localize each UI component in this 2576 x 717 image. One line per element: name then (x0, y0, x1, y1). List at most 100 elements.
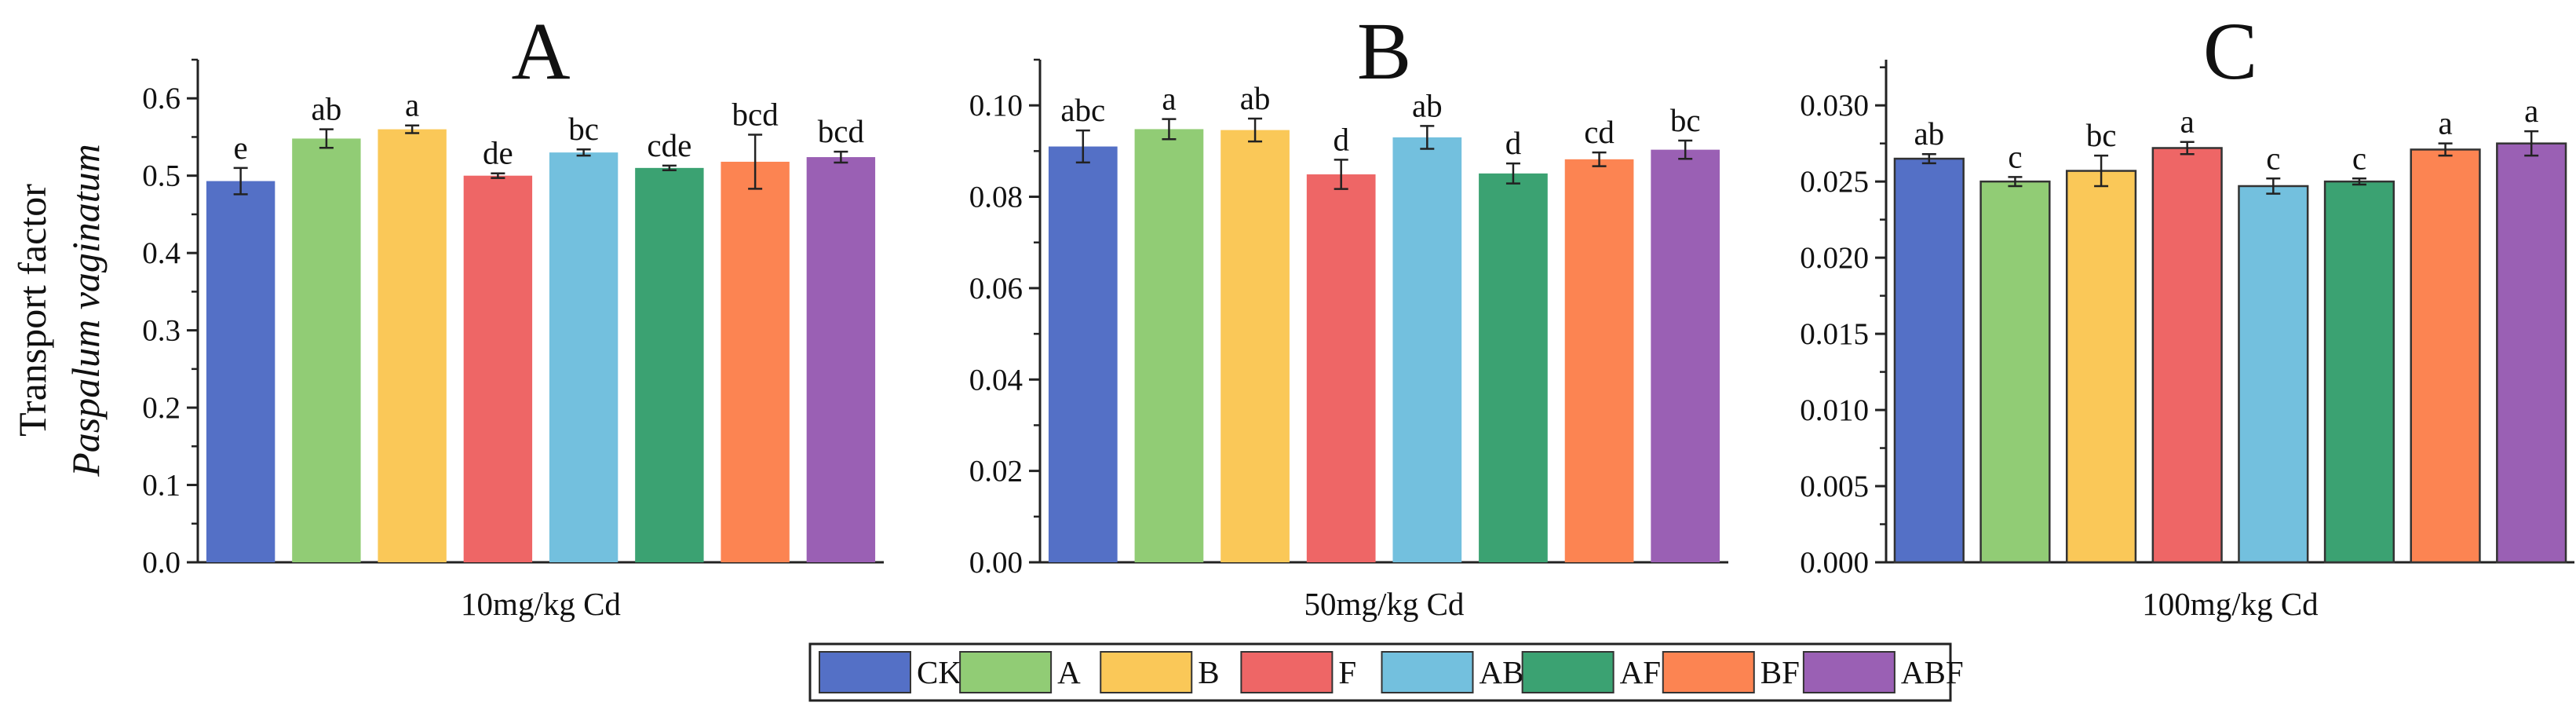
panel-b: B 0.00 0.02 0.04 0.06 0.08 0.10 abc a ab d ab d cd bc 5… (969, 6, 1728, 622)
error-bar (491, 172, 505, 179)
y-tick-label: 0.5 (142, 159, 181, 193)
error-bar (1921, 152, 1936, 165)
significance-label: de (483, 135, 513, 171)
bar-b (2065, 170, 2137, 564)
x-axis-label: 100mg/kg Cd (2142, 586, 2318, 622)
panel-a: A 0.0 0.1 0.2 0.3 0.4 0.5 0.6 e ab a de bc cde bcd bcd 1… (142, 6, 884, 622)
legend-item-f: F (1240, 651, 1356, 693)
legend-item-b: B (1100, 651, 1220, 693)
bar-a (1979, 180, 2051, 564)
y-tick-label: 0.000 (1800, 546, 1869, 580)
significance-label: ab (1914, 115, 1944, 152)
significance-label: bcd (818, 113, 864, 149)
significance-label: d (1333, 121, 1349, 157)
error-bar (233, 166, 248, 196)
significance-label: bc (1670, 102, 1701, 138)
bar-f (2151, 147, 2223, 564)
significance-label: a (2524, 93, 2538, 129)
legend-item-ck: CK (819, 651, 961, 693)
error-bar (1075, 129, 1090, 164)
significance-label: ab (1412, 87, 1443, 123)
error-bar (834, 150, 848, 164)
legend: CK A B F AB AF BF ABF (808, 642, 1964, 702)
panel-c: C 0.000 0.005 0.010 0.015 0.020 0.025 0.030 ab c b… (1800, 6, 2574, 622)
bar-f (463, 175, 533, 562)
bar-ab (1392, 137, 1462, 563)
error-bar (2180, 141, 2195, 155)
y-axis-title-line1: Transport factor (10, 184, 54, 437)
y-tick-label: 0.06 (969, 272, 1023, 305)
error-bar (405, 124, 420, 134)
legend-label: BF (1761, 654, 1800, 690)
significance-label: a (405, 87, 419, 123)
y-tick-label: 0.020 (1800, 241, 1869, 275)
legend-swatch (819, 651, 911, 693)
y-tick-label: 0.025 (1800, 165, 1869, 199)
significance-label: bcd (732, 97, 779, 133)
y-tick-label: 0.015 (1800, 317, 1869, 351)
significance-label: a (2180, 104, 2195, 140)
legend-label: AB (1480, 654, 1524, 690)
y-axis-title: Transport factor Paspalum vaginatum (10, 144, 108, 477)
error-bar (2266, 177, 2281, 195)
bar-a (292, 138, 361, 562)
significance-label: a (1162, 81, 1176, 117)
legend-label: CK (917, 654, 961, 690)
error-bar (319, 128, 334, 149)
y-axis-title-line2: Paspalum vaginatum (64, 144, 108, 477)
bar-bf (1564, 159, 1634, 562)
bar-af (2323, 180, 2395, 564)
legend-swatch (959, 651, 1053, 693)
legend-swatch (1381, 651, 1474, 693)
error-bar (2008, 176, 2023, 188)
significance-label: d (1505, 125, 1522, 161)
significance-label: c (2352, 140, 2366, 176)
y-tick-label: 0.10 (969, 89, 1023, 123)
y-tick-label: 0.4 (142, 236, 181, 270)
significance-label: cd (1584, 114, 1615, 150)
error-bar (2524, 130, 2539, 157)
significance-label: ab (1240, 80, 1271, 116)
significance-label: e (234, 130, 248, 166)
bar-a (1134, 129, 1204, 562)
bar-ab (2238, 185, 2309, 564)
x-axis-label: 50mg/kg Cd (1304, 586, 1465, 622)
panel-title: B (1357, 6, 1411, 97)
bar-abf (806, 157, 876, 563)
error-bar (1420, 125, 1435, 150)
error-bar (748, 134, 763, 190)
legend-label: B (1198, 654, 1219, 690)
bar-af (635, 167, 704, 562)
significance-label: c (2266, 140, 2280, 176)
bar-ck (206, 181, 275, 563)
y-tick-label: 0.00 (969, 546, 1023, 580)
legend-item-ab: AB (1381, 651, 1524, 693)
y-tick-label: 0.005 (1800, 470, 1869, 503)
bar-ck (1048, 146, 1118, 562)
significance-label: ab (312, 91, 342, 127)
significance-label: a (2438, 105, 2452, 141)
legend-item-abf: ABF (1802, 651, 1964, 693)
error-bar (2094, 154, 2109, 188)
y-tick-label: 0.6 (142, 82, 181, 115)
bar-bf (2410, 148, 2481, 564)
significance-label: bc (568, 111, 599, 147)
panel-title: A (511, 6, 570, 97)
bar-b (378, 129, 447, 563)
y-tick-label: 0.08 (969, 181, 1023, 214)
bar-abf (1651, 149, 1720, 563)
significance-label: bc (2086, 117, 2117, 153)
legend-label: F (1338, 654, 1356, 690)
y-tick-label: 0.1 (142, 469, 181, 503)
error-bar (2352, 177, 2366, 186)
bar-f (1306, 174, 1376, 562)
bar-abf (2496, 142, 2567, 564)
bar-bf (721, 161, 790, 562)
legend-item-a: A (959, 651, 1081, 693)
legend-swatch (1240, 651, 1334, 693)
error-bar (1248, 117, 1263, 143)
legend-label: AF (1620, 654, 1661, 690)
legend-item-af: AF (1521, 651, 1661, 693)
y-tick-label: 0.010 (1800, 393, 1869, 427)
